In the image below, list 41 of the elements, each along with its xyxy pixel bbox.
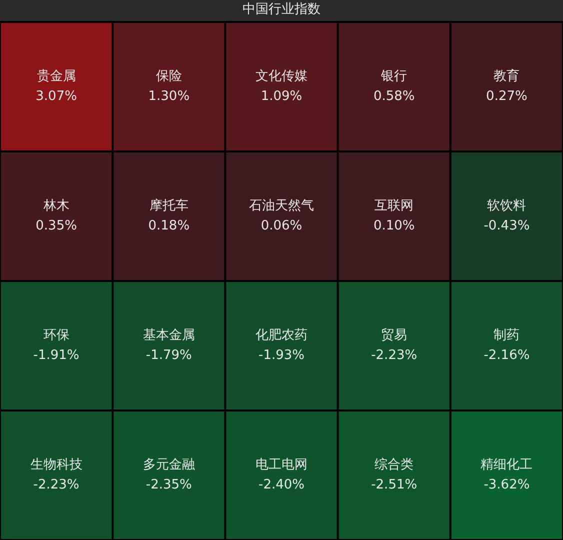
category-label: 多元金融 [142,458,195,473]
data-label: -2.23% [33,478,80,493]
data-label: -1.91% [33,348,80,364]
category-label: 精细化工 [480,458,533,473]
category-label: 综合类 [374,458,414,473]
category-label: 林木 [42,198,70,214]
data-label: -1.93% [258,348,304,364]
data-label: -2.51% [371,478,418,493]
category-label: 制药 [494,328,520,344]
data-label: 1.09% [260,89,302,104]
data-label: 0.27% [486,89,528,104]
category-label: 生物科技 [30,458,82,473]
data-label: -0.43% [484,218,530,234]
category-label: 贵金属 [36,69,76,84]
data-label: 0.06% [260,218,302,234]
data-label: -2.40% [258,478,304,493]
data-label: -3.62% [484,478,530,493]
category-label: 电工电网 [256,458,308,473]
category-label: 文化传媒 [256,69,308,84]
category-label: 保险 [156,69,182,84]
data-label: 0.18% [148,218,190,234]
data-label: 0.35% [36,218,77,234]
category-label: 摩托车 [149,198,188,214]
data-label: -2.23% [371,348,418,364]
category-label: 环保 [43,328,70,344]
category-label: 化肥农药 [256,328,308,344]
data-label: 0.10% [373,218,415,234]
text: 中国行业指数 [0,0,563,22]
category-label: 石油天然气 [249,198,314,214]
category-label: 基本金属 [142,328,195,344]
category-label: 软饮料 [487,198,526,214]
data-label: 1.30% [148,89,190,104]
data-label: -1.79% [146,348,192,364]
category-label: 银行 [380,69,408,84]
data-label: 3.07% [36,89,77,104]
category-label: 教育 [494,68,520,84]
data-label: -2.16% [484,348,530,364]
category-label: 贸易 [381,328,408,344]
category-label: 互联网 [374,198,414,214]
data-label: -2.35% [146,478,192,493]
data-label: 0.58% [373,89,415,104]
